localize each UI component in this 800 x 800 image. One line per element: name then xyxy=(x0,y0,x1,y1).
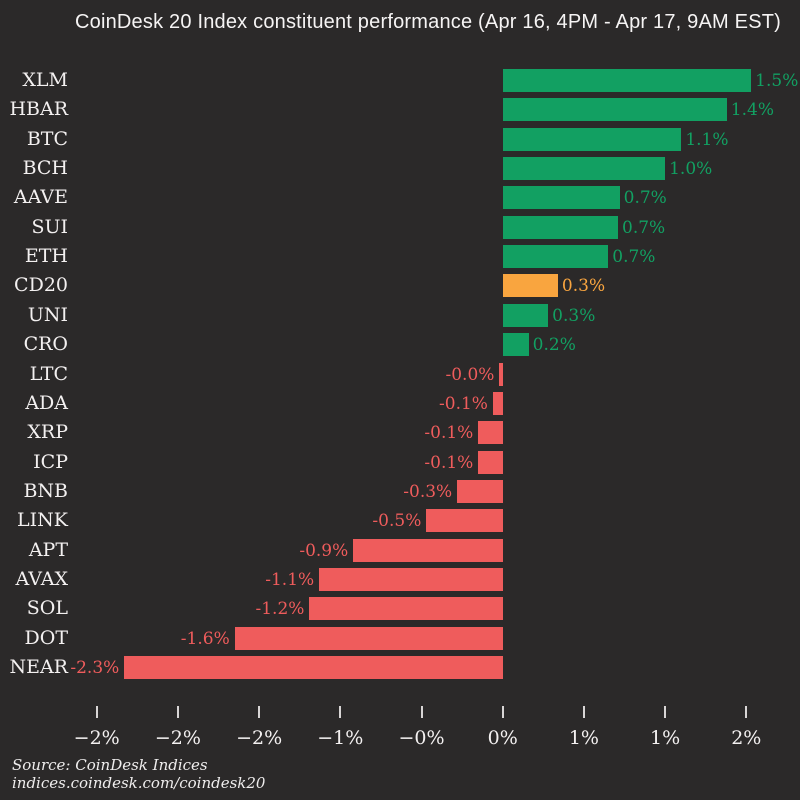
bar xyxy=(502,333,529,357)
category-label: AVAX xyxy=(15,567,68,590)
bar xyxy=(478,450,503,474)
category-label: APT xyxy=(28,538,68,561)
value-label: -0.9% xyxy=(299,540,349,561)
tick-label: −0% xyxy=(398,727,445,749)
bar xyxy=(502,245,609,269)
category-label: CRO xyxy=(23,333,68,356)
value-label: 0.3% xyxy=(561,276,606,297)
bar xyxy=(502,98,727,122)
category-label: BNB xyxy=(23,479,68,502)
category-label: HBAR xyxy=(9,98,68,121)
category-label: XRP xyxy=(27,421,68,444)
value-label: 0.2% xyxy=(532,335,576,356)
category-label: DOT xyxy=(24,626,68,649)
tick-label: 0% xyxy=(487,727,518,749)
bar xyxy=(502,186,620,210)
value-label: 0.3% xyxy=(552,305,596,326)
bar xyxy=(502,215,618,239)
value-label: 0.7% xyxy=(623,188,667,209)
category-label: ETH xyxy=(24,245,68,268)
tick-label: 2% xyxy=(731,727,762,749)
bar xyxy=(124,656,503,679)
tick-mark xyxy=(745,706,748,718)
source-url: indices.coindesk.com/coindesk20 xyxy=(12,774,266,792)
bar xyxy=(502,157,666,181)
category-label: NEAR xyxy=(9,656,68,678)
tick-mark xyxy=(258,706,261,718)
tick-label: 1% xyxy=(568,727,599,749)
value-label: -0.1% xyxy=(424,423,474,444)
tick-label: −2% xyxy=(73,727,120,749)
value-label: -1.1% xyxy=(265,569,315,590)
value-label: -0.1% xyxy=(439,393,488,414)
chart-title: CoinDesk 20 Index constituent performanc… xyxy=(74,11,782,33)
tick-label: −2% xyxy=(154,727,201,749)
value-label: 1.0% xyxy=(669,159,713,180)
tick-mark xyxy=(339,706,342,718)
category-label: AAVE xyxy=(13,186,68,209)
value-label: -0.5% xyxy=(372,511,422,532)
tick-mark xyxy=(95,706,98,718)
source-note: Source: CoinDesk Indices indices.coindes… xyxy=(12,756,265,792)
tick-label: −1% xyxy=(317,727,364,749)
value-label: -0.3% xyxy=(403,481,453,502)
bar xyxy=(502,274,558,298)
bar xyxy=(426,509,503,533)
tick-label: −2% xyxy=(236,727,283,749)
category-label: BCH xyxy=(22,157,68,180)
value-label: 1.1% xyxy=(685,129,729,150)
category-label: BTC xyxy=(26,127,68,150)
source-label: Source: CoinDesk Indices xyxy=(12,756,208,774)
category-label: SUI xyxy=(31,215,68,238)
tick-mark xyxy=(582,706,585,718)
category-label: XLM xyxy=(22,69,68,91)
bar xyxy=(492,391,503,415)
bar xyxy=(234,626,503,650)
value-label: 1.4% xyxy=(730,100,774,121)
bar xyxy=(502,127,682,151)
value-label: 0.7% xyxy=(622,217,666,238)
value-label: -1.6% xyxy=(180,628,230,649)
tick-label: 1% xyxy=(650,727,681,749)
value-label: -2.3% xyxy=(70,658,120,678)
category-label: LINK xyxy=(17,509,68,532)
tick-mark xyxy=(501,706,504,718)
bar xyxy=(502,303,549,327)
bar xyxy=(353,538,503,562)
category-label: ICP xyxy=(33,450,68,473)
tick-mark xyxy=(420,706,423,718)
category-label: CD20 xyxy=(14,274,68,297)
category-label: ADA xyxy=(25,391,68,414)
bar xyxy=(502,69,752,92)
bar xyxy=(457,479,503,503)
value-label: -1.2% xyxy=(255,599,305,620)
bar xyxy=(309,597,503,621)
bar xyxy=(478,421,503,445)
value-label: 1.5% xyxy=(755,71,799,91)
category-label: UNI xyxy=(27,303,68,326)
tick-mark xyxy=(664,706,667,718)
tick-mark xyxy=(176,706,179,718)
bar xyxy=(499,362,503,386)
bar xyxy=(319,567,503,591)
category-label: LTC xyxy=(29,362,68,385)
value-label: -0.0% xyxy=(445,364,495,385)
value-label: -0.1% xyxy=(424,452,474,473)
category-label: SOL xyxy=(26,597,68,620)
value-label: 0.7% xyxy=(612,247,656,268)
